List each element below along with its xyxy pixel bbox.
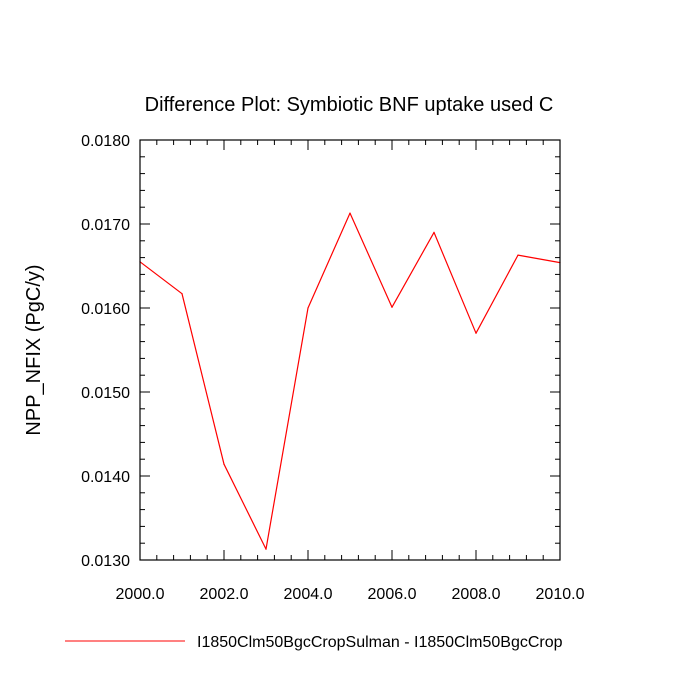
y-tick-label: 0.0170 xyxy=(81,217,130,234)
series-point xyxy=(475,332,477,334)
x-tick-label: 2008.0 xyxy=(452,586,501,603)
plot-frame xyxy=(139,139,561,561)
series-point xyxy=(223,463,225,465)
legend: I1850Clm50BgcCropSulman - I1850Clm50BgcC… xyxy=(65,634,563,651)
x-tick-label: 2010.0 xyxy=(536,586,585,603)
series-lines xyxy=(139,212,561,550)
series-point xyxy=(391,306,393,308)
legend-label: I1850Clm50BgcCropSulman - I1850Clm50BgcC… xyxy=(197,634,563,651)
x-tick-label: 2000.0 xyxy=(116,586,165,603)
series-point xyxy=(517,254,519,256)
series-point xyxy=(349,212,351,214)
y-tick-label: 0.0180 xyxy=(81,133,130,150)
y-tick-labels: 0.0130 0.0140 0.0150 0.0160 0.0170 0.0180 xyxy=(81,133,130,570)
series-point xyxy=(307,307,309,309)
y-tick-label: 0.0150 xyxy=(81,385,130,402)
y-tick-label: 0.0130 xyxy=(81,553,130,570)
series-line xyxy=(139,212,561,550)
series-point xyxy=(265,548,267,550)
minor-ticks xyxy=(140,140,560,560)
y-axis-label: NPP_NFIX (PgC/y) xyxy=(23,264,45,435)
x-tick-labels: 2000.0 2002.0 2004.0 2006.0 2008.0 2010.0 xyxy=(116,586,585,603)
series-point xyxy=(433,231,435,233)
major-ticks xyxy=(139,139,561,561)
y-tick-label: 0.0160 xyxy=(81,301,130,318)
series-point xyxy=(181,293,183,295)
x-tick-label: 2006.0 xyxy=(368,586,417,603)
y-tick-label: 0.0140 xyxy=(81,469,130,486)
x-tick-label: 2002.0 xyxy=(200,586,249,603)
x-tick-label: 2004.0 xyxy=(284,586,333,603)
chart-title: Difference Plot: Symbiotic BNF uptake us… xyxy=(145,94,554,116)
